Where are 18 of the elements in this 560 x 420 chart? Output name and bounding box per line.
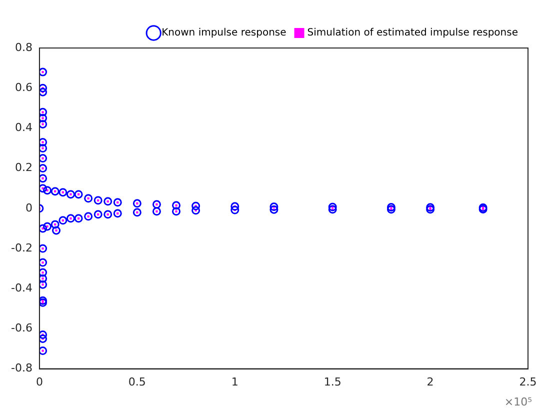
legend-label: Known impulse response <box>162 28 286 39</box>
y-tick-label: -0.2 <box>10 241 32 254</box>
y-tick-label: 0.6 <box>14 80 32 94</box>
y-tick-label: 0.8 <box>14 40 32 54</box>
y-tick-label: -0.8 <box>10 362 32 375</box>
legend-label: Simulation of estimated impulse response <box>307 28 518 39</box>
x-tick-label: 1.5 <box>324 375 342 388</box>
x-tick-label: 2 <box>426 375 434 388</box>
x-tick-label: 0 <box>36 375 43 388</box>
y-tick-label: 0.2 <box>14 161 32 174</box>
x-tick-label: 0.5 <box>128 375 146 388</box>
y-tick-label: 0.4 <box>14 121 32 134</box>
y-tick-label: 0 <box>25 201 32 214</box>
text: ×10⁵ <box>504 396 532 409</box>
y-tick-label: -0.6 <box>10 322 32 335</box>
x-tick-label: 2.5 <box>519 375 537 388</box>
x-tick-label: 1 <box>231 375 238 388</box>
y-tick-label: -0.4 <box>10 281 32 294</box>
